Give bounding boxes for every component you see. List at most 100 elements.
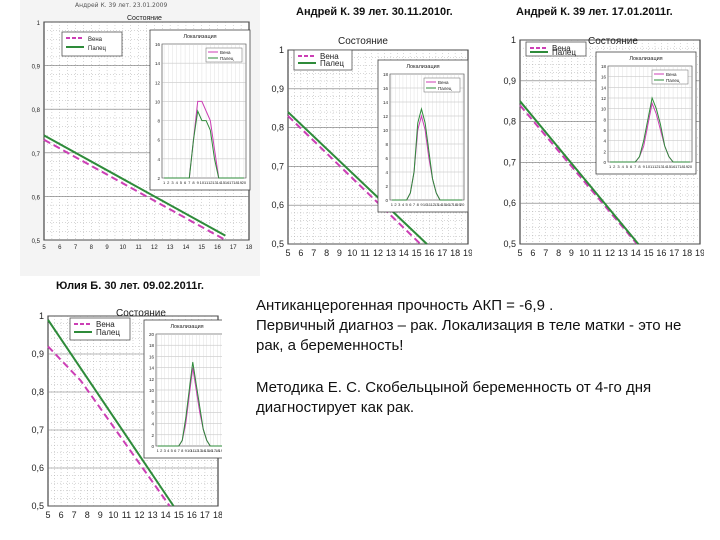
x-tick-label: 14 — [399, 248, 409, 258]
inset-x-tick: 7 — [178, 448, 181, 453]
x-tick-label: 12 — [373, 248, 383, 258]
y-tick-label: 0,6 — [31, 463, 44, 473]
inset-y-tick: 0 — [385, 198, 388, 203]
inset-title: Локализация — [183, 34, 216, 40]
chart-title: Состояние — [127, 15, 162, 22]
inset-x-tick: 10 — [423, 202, 428, 207]
x-tick-label: 19 — [463, 248, 472, 258]
series-line-palets — [47, 319, 175, 507]
inset-y-tick: 6 — [157, 138, 160, 143]
inset-x-tick: 20 — [460, 202, 465, 207]
inset-x-tick: 11 — [204, 180, 209, 185]
chart-title: Состояние — [338, 36, 388, 47]
legend-label: Вена — [88, 37, 103, 43]
legend-box — [61, 31, 123, 57]
inset-y-tick: 18 — [601, 64, 607, 69]
inset-x-tick: 7 — [188, 180, 191, 185]
x-tick-label: 15 — [644, 248, 654, 258]
inset-x-tick: 10 — [187, 448, 192, 453]
x-tick-label: 7 — [311, 248, 316, 258]
inset-y-tick: 10 — [149, 388, 155, 393]
akp-line: Антиканцерогенная прочность АКП = -6,9 . — [256, 297, 554, 314]
x-tick-label: 12 — [605, 248, 615, 258]
inset-x-tick: 6 — [174, 448, 177, 453]
x-tick-label: 7 — [72, 510, 77, 520]
legend-label: Палец — [96, 328, 120, 337]
inset-y-tick: 0 — [151, 444, 154, 449]
inset-legend-label: Палец — [438, 86, 452, 91]
inset-x-tick: 14 — [662, 164, 667, 169]
x-tick-label: 5 — [42, 245, 46, 251]
inset-x-tick: 13 — [434, 202, 439, 207]
inset-y-tick: 6 — [151, 410, 154, 415]
x-tick-label: 6 — [530, 248, 535, 258]
inset-y-tick: 4 — [603, 139, 606, 144]
inset-y-tick: 2 — [151, 433, 154, 438]
series-line-vena — [287, 115, 422, 245]
inset-y-tick: 4 — [385, 170, 388, 175]
x-tick-label: 13 — [167, 245, 174, 251]
y-tick-label: 0,6 — [271, 200, 284, 210]
inset-x-tick: 4 — [622, 164, 625, 169]
y-tick-label: 1 — [37, 21, 41, 27]
inset-series-palets — [391, 107, 463, 201]
y-tick-label: 0,5 — [31, 501, 44, 511]
inset-y-tick: 12 — [149, 377, 155, 382]
y-tick-label: 1 — [279, 45, 284, 55]
inset-legend-label: Вена — [220, 50, 231, 55]
inset-x-tick: 17 — [212, 448, 217, 453]
x-tick-label: 8 — [324, 248, 329, 258]
inset-x-tick: 10 — [200, 180, 205, 185]
inset-x-tick: 6 — [409, 202, 412, 207]
inset-legend-label: Вена — [666, 72, 677, 77]
series-line-palets — [43, 134, 226, 237]
inset-series-palets — [164, 109, 244, 179]
y-tick-label: 1 — [511, 35, 516, 45]
y-tick-label: 0,9 — [31, 349, 44, 359]
inset-x-tick: 16 — [671, 164, 676, 169]
x-tick-label: 9 — [105, 245, 109, 251]
x-tick-label: 14 — [161, 510, 171, 520]
inset-x-tick: 13 — [198, 448, 203, 453]
inset-y-tick: 4 — [151, 422, 154, 427]
x-tick-label: 16 — [656, 248, 666, 258]
inset-y-tick: 6 — [385, 156, 388, 161]
scan-header: Андрей К. 39 лет. 23.01.2009 — [75, 2, 168, 9]
legend-box — [69, 317, 131, 341]
x-tick-label: 14 — [183, 245, 190, 251]
x-tick-label: 5 — [285, 248, 290, 258]
method-line: Методика Е. С. Скобельцыной беременность… — [256, 379, 652, 416]
y-tick-label: 0,8 — [31, 387, 44, 397]
x-tick-label: 19 — [695, 248, 704, 258]
x-tick-label: 17 — [200, 510, 210, 520]
x-tick-label: 9 — [98, 510, 103, 520]
x-tick-label: 9 — [569, 248, 574, 258]
x-tick-label: 5 — [45, 510, 50, 520]
y-tick-label: 0,6 — [32, 195, 41, 201]
x-tick-label: 10 — [579, 248, 589, 258]
x-tick-label: 17 — [230, 245, 237, 251]
chart-andrey-2010: 0,50,60,70,80,915 6 7 8 9 10 11 12 13 14 15 16 17 18 1… — [271, 36, 472, 258]
legend-label: Палец — [320, 59, 344, 68]
inset-y-tick: 20 — [149, 332, 155, 337]
inset-x-tick: 15 — [441, 202, 446, 207]
inset-x-tick: 13 — [658, 164, 663, 169]
inset-y-tick: 14 — [601, 85, 607, 90]
inset-x-tick: 9 — [420, 202, 423, 207]
inset-x-tick: 18 — [215, 448, 220, 453]
caption-yulia-2011: Юлия Б. 30 лет. 09.02.2011г. — [56, 280, 204, 292]
x-tick-label: 16 — [214, 245, 221, 251]
inset-y-tick: 0 — [603, 160, 606, 165]
inset-title: Локализация — [170, 324, 203, 330]
series-line-vena — [47, 345, 171, 507]
x-tick-label: 13 — [386, 248, 396, 258]
inset-x-tick: 9 — [643, 164, 646, 169]
y-tick-label: 0,7 — [32, 152, 41, 158]
inset-y-tick: 16 — [155, 42, 161, 47]
inset-legend-label: Вена — [438, 80, 449, 85]
inset-x-tick: 10 — [646, 164, 651, 169]
inset-x-tick: 12 — [654, 164, 659, 169]
inset-y-tick: 6 — [603, 128, 606, 133]
y-tick-label: 0,5 — [271, 239, 284, 249]
x-tick-label: 14 — [631, 248, 641, 258]
